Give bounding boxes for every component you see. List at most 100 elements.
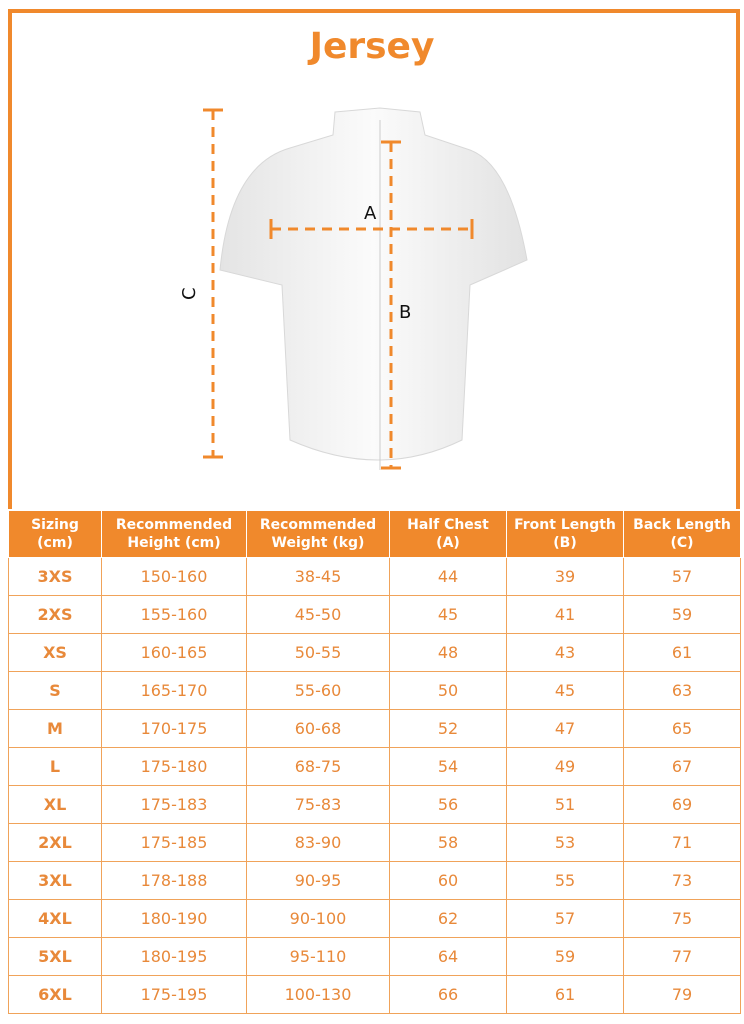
value-cell: 54 [389,747,507,786]
value-cell: 44 [389,557,507,596]
value-cell: 49 [506,747,624,786]
value-cell: 75-83 [246,785,390,824]
value-cell: 90-100 [246,899,390,938]
column-header-line: Front Length [514,517,616,533]
table-row: 6XL 175-195 100-130 66 61 79 [8,975,741,1014]
value-cell: 68-75 [246,747,390,786]
size-cell: 3XL [8,861,102,900]
size-cell: 3XS [8,557,102,596]
table-row: 5XL 180-195 95-110 64 59 77 [8,937,741,976]
value-cell: 83-90 [246,823,390,862]
column-header-line: Sizing [31,517,79,533]
value-cell: 57 [506,899,624,938]
value-cell: 63 [623,671,741,710]
value-cell: 50 [389,671,507,710]
value-cell: 38-45 [246,557,390,596]
value-cell: 50-55 [246,633,390,672]
column-header-line: (B) [553,535,577,551]
value-cell: 45 [506,671,624,710]
value-cell: 53 [506,823,624,862]
jersey-shape [219,107,528,461]
value-cell: 160-165 [101,633,247,672]
header-row: Sizing (cm) Recommended Height (cm) Recommen… [8,510,741,558]
value-cell: 170-175 [101,709,247,748]
value-cell: 64 [389,937,507,976]
value-cell: 180-190 [101,899,247,938]
column-header-line: Weight (kg) [271,535,365,551]
table-row: L 175-180 68-75 54 49 67 [8,747,741,786]
table-row: M 170-175 60-68 52 47 65 [8,709,741,748]
table-row: 3XS 150-160 38-45 44 39 57 [8,557,741,596]
value-cell: 51 [506,785,624,824]
value-cell: 69 [623,785,741,824]
column-header: Recommended Weight (kg) [246,510,390,558]
value-cell: 175-183 [101,785,247,824]
table-row: XS 160-165 50-55 48 43 61 [8,633,741,672]
value-cell: 180-195 [101,937,247,976]
column-header-line: Recommended [115,517,233,533]
value-cell: 165-170 [101,671,247,710]
size-cell: 5XL [8,937,102,976]
value-cell: 60-68 [246,709,390,748]
value-cell: 90-95 [246,861,390,900]
value-cell: 175-180 [101,747,247,786]
size-table: Sizing (cm) Recommended Height (cm) Recommen… [8,510,741,1014]
value-cell: 77 [623,937,741,976]
chart-frame [8,9,740,509]
value-cell: 57 [623,557,741,596]
value-cell: 73 [623,861,741,900]
size-cell: M [8,709,102,748]
page-title: Jersey [309,26,435,67]
size-cell: L [8,747,102,786]
label-c: C [179,287,200,300]
label-b: B [399,302,411,323]
column-header-line: Recommended [259,517,377,533]
value-cell: 45 [389,595,507,634]
value-cell: 79 [623,975,741,1014]
value-cell: 67 [623,747,741,786]
value-cell: 150-160 [101,557,247,596]
size-cell: S [8,671,102,710]
column-header-line: (cm) [37,535,73,551]
value-cell: 75 [623,899,741,938]
size-cell: XL [8,785,102,824]
table-row: 3XL 178-188 90-95 60 55 73 [8,861,741,900]
size-cell: XS [8,633,102,672]
value-cell: 45-50 [246,595,390,634]
column-header-line: Back Length [633,517,731,533]
column-header: Half Chest (A) [389,510,507,558]
value-cell: 41 [506,595,624,634]
jersey-diagram: A B C [179,107,528,470]
table-row: 2XL 175-185 83-90 58 53 71 [8,823,741,862]
value-cell: 58 [389,823,507,862]
value-cell: 59 [506,937,624,976]
value-cell: 175-185 [101,823,247,862]
table-row: S 165-170 55-60 50 45 63 [8,671,741,710]
value-cell: 39 [506,557,624,596]
table-row: XL 175-183 75-83 56 51 69 [8,785,741,824]
value-cell: 56 [389,785,507,824]
value-cell: 55-60 [246,671,390,710]
column-header: Back Length (C) [623,510,741,558]
value-cell: 178-188 [101,861,247,900]
value-cell: 155-160 [101,595,247,634]
value-cell: 43 [506,633,624,672]
value-cell: 61 [506,975,624,1014]
column-header: Front Length (B) [506,510,624,558]
column-header-line: Half Chest [407,517,489,533]
column-header: Recommended Height (cm) [101,510,247,558]
value-cell: 66 [389,975,507,1014]
value-cell: 47 [506,709,624,748]
value-cell: 48 [389,633,507,672]
column-header-line: Height (cm) [127,535,221,551]
column-header-line: (C) [670,535,694,551]
value-cell: 71 [623,823,741,862]
table-row: 2XS 155-160 45-50 45 41 59 [8,595,741,634]
value-cell: 61 [623,633,741,672]
column-header-line: (A) [436,535,460,551]
value-cell: 59 [623,595,741,634]
value-cell: 95-110 [246,937,390,976]
value-cell: 62 [389,899,507,938]
table-row: 4XL 180-190 90-100 62 57 75 [8,899,741,938]
label-a: A [364,203,377,224]
